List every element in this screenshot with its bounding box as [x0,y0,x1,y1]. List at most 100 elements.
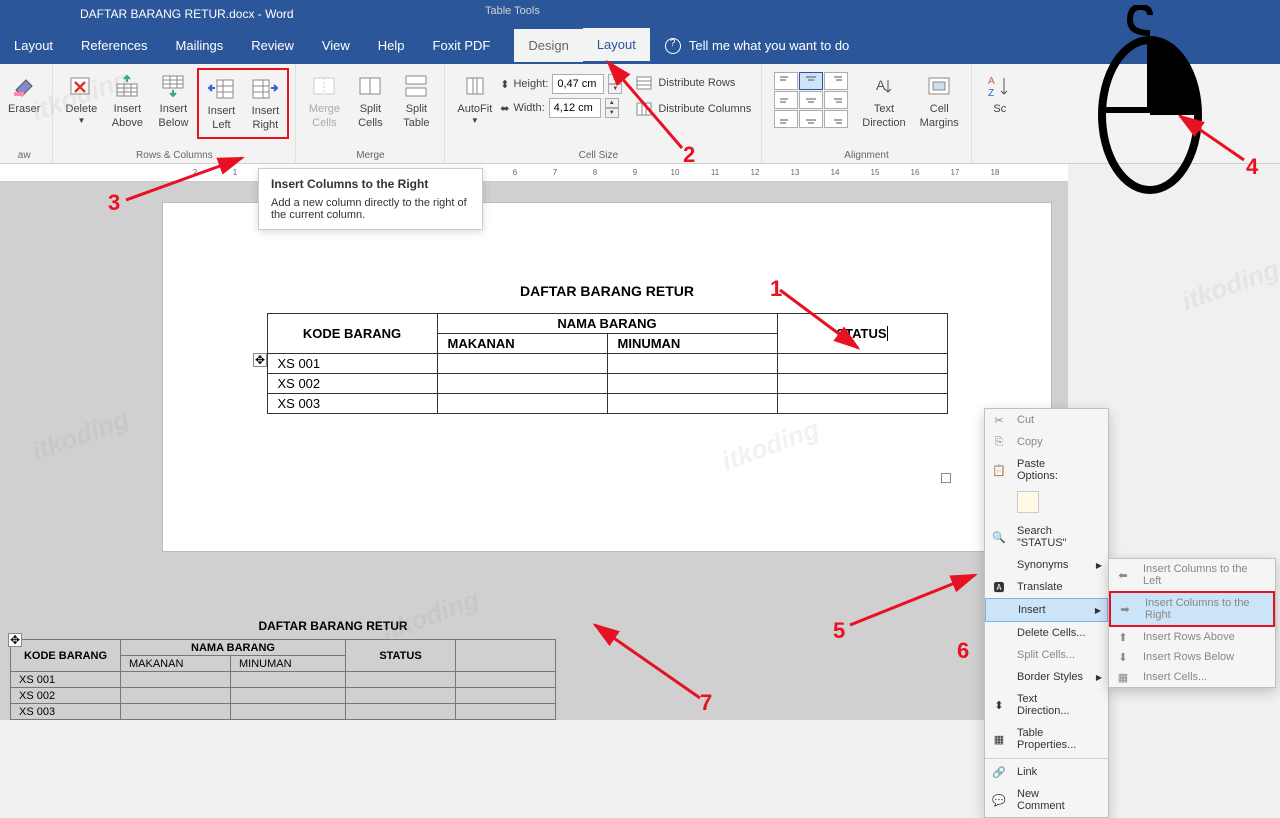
cell-kode-1[interactable]: XS 001 [267,354,437,374]
tab-foxit[interactable]: Foxit PDF [419,29,505,62]
scell[interactable] [121,704,231,720]
scell-new[interactable] [456,704,556,720]
eraser-button[interactable]: Eraser [2,68,46,120]
tab-review[interactable]: Review [237,29,308,62]
scell[interactable] [346,688,456,704]
cell[interactable] [607,354,777,374]
text-direction-button[interactable]: A Text Direction [856,68,911,135]
ctx-new-comment[interactable]: 💬New Comment [985,783,1108,817]
ctx-split-cells[interactable]: Split Cells... [985,644,1108,666]
ctx-translate[interactable]: 🅰Translate [985,576,1108,598]
sheader-new-col[interactable] [456,640,556,672]
height-spinner-up[interactable]: ▲ [608,74,622,84]
cell[interactable] [777,354,947,374]
tab-references[interactable]: References [67,29,161,62]
header-status[interactable]: STATUS [777,314,947,354]
tab-help[interactable]: Help [364,29,419,62]
sub-insert-above[interactable]: ⬆Insert Rows Above [1109,627,1275,647]
cell[interactable] [607,374,777,394]
scell[interactable] [121,672,231,688]
scell[interactable] [346,672,456,688]
ctx-search[interactable]: 🔍Search "STATUS" [985,520,1108,554]
header-nama[interactable]: NAMA BARANG [437,314,777,334]
ctx-border-styles[interactable]: Border Styles▶ [985,666,1108,688]
ctx-delete-cells[interactable]: Delete Cells... [985,622,1108,644]
scell-3[interactable]: XS 003 [11,704,121,720]
ctx-link[interactable]: 🔗Link [985,761,1108,783]
height-spinner-down[interactable]: ▼ [608,84,622,94]
scell-new[interactable] [456,672,556,688]
sub-insert-left[interactable]: ⬅Insert Columns to the Left [1109,559,1275,591]
ctx-insert[interactable]: Insert▶ [985,598,1108,622]
tab-mailings[interactable]: Mailings [162,29,238,62]
cell-margins-button[interactable]: Cell Margins [914,68,965,135]
ctx-text-direction[interactable]: ⬍Text Direction... [985,688,1108,722]
cell[interactable] [437,394,607,414]
align-mid-center[interactable] [799,91,823,109]
cell[interactable] [777,394,947,414]
sort-button[interactable]: AZ Sc [978,68,1022,120]
sheader-status[interactable]: STATUS [346,640,456,672]
table-move-handle[interactable]: ✥ [253,353,267,367]
distribute-rows-button[interactable]: Distribute Rows [632,74,755,92]
split-table-button[interactable]: Split Table [394,68,438,135]
align-bot-left[interactable] [774,110,798,128]
sheader-makanan[interactable]: MAKANAN [121,656,231,672]
insert-above-button[interactable]: Insert Above [105,68,149,135]
height-input[interactable] [552,74,604,94]
cell[interactable] [607,394,777,414]
tab-layout[interactable]: Layout [0,29,67,62]
align-mid-right[interactable] [824,91,848,109]
width-spinner-up[interactable]: ▲ [605,98,619,108]
align-top-right[interactable] [824,72,848,90]
header-kode[interactable]: KODE BARANG [267,314,437,354]
scell[interactable] [121,688,231,704]
scell[interactable] [346,704,456,720]
search-icon: 🔍 [991,529,1007,545]
delete-button[interactable]: Delete ▼ [59,68,103,131]
header-makanan[interactable]: MAKANAN [437,334,607,354]
sheader-kode[interactable]: KODE BARANG [11,640,121,672]
align-top-center[interactable] [799,72,823,90]
small-table-handle[interactable]: ✥ [8,633,22,647]
cell[interactable] [777,374,947,394]
sub-insert-below[interactable]: ⬇Insert Rows Below [1109,647,1275,667]
scell-new[interactable] [456,688,556,704]
scell[interactable] [231,688,346,704]
width-spinner-down[interactable]: ▼ [605,108,619,118]
cell-kode-2[interactable]: XS 002 [267,374,437,394]
insert-below-button[interactable]: Insert Below [151,68,195,135]
tab-design[interactable]: Design [514,29,582,62]
align-bot-center[interactable] [799,110,823,128]
sheader-minuman[interactable]: MINUMAN [231,656,346,672]
ctx-table-properties[interactable]: ▦Table Properties... [985,722,1108,756]
sheader-nama[interactable]: NAMA BARANG [121,640,346,656]
paste-option-icon[interactable] [1017,491,1039,513]
insert-left-button[interactable]: Insert Left [199,70,243,137]
scell-2[interactable]: XS 002 [11,688,121,704]
autofit-button[interactable]: AutoFit ▼ [451,68,498,131]
cell[interactable] [437,354,607,374]
align-top-left[interactable] [774,72,798,90]
tab-table-layout[interactable]: Layout [583,28,650,63]
distribute-cols-button[interactable]: Distribute Columns [632,100,755,118]
split-cells-button[interactable]: Split Cells [348,68,392,135]
header-minuman[interactable]: MINUMAN [607,334,777,354]
cell-kode-3[interactable]: XS 003 [267,394,437,414]
width-input[interactable] [549,98,601,118]
sub-insert-cells[interactable]: ▦Insert Cells... [1109,667,1275,687]
scell[interactable] [231,704,346,720]
ctx-synonyms[interactable]: Synonyms▶ [985,554,1108,576]
align-bot-right[interactable] [824,110,848,128]
ctx-cut[interactable]: ✂Cut [985,409,1108,431]
tell-me[interactable]: Tell me what you want to do [665,38,849,54]
ctx-copy[interactable]: ⎘Copy [985,431,1108,453]
tab-view[interactable]: View [308,29,364,62]
table-resize-handle[interactable] [941,473,951,483]
cell[interactable] [437,374,607,394]
insert-right-button[interactable]: Insert Right [243,70,287,137]
scell-1[interactable]: XS 001 [11,672,121,688]
sub-insert-right[interactable]: ➡Insert Columns to the Right [1109,591,1275,627]
align-mid-left[interactable] [774,91,798,109]
scell[interactable] [231,672,346,688]
